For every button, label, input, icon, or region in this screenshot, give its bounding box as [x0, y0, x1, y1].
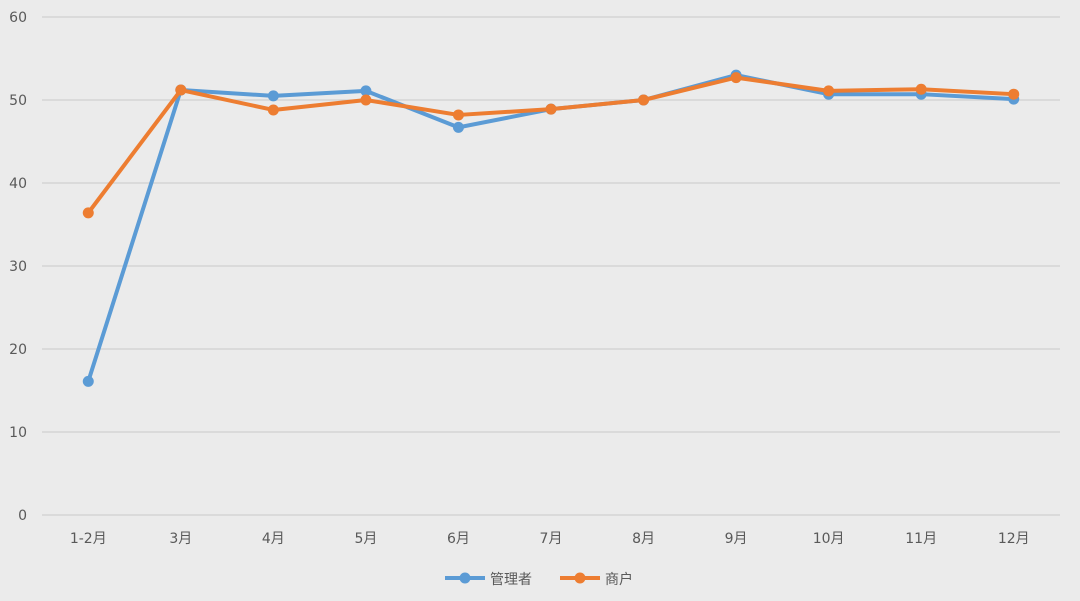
data-point [175, 84, 187, 96]
x-tick-label: 12月 [998, 531, 1030, 547]
x-tick-label: 11月 [905, 531, 937, 547]
y-tick-label: 30 [9, 259, 27, 275]
x-tick-label: 6月 [447, 531, 470, 547]
data-point [82, 207, 94, 219]
gridlines [42, 16, 1060, 516]
series-line [86, 73, 1014, 382]
data-point [1008, 88, 1020, 100]
data-point [360, 94, 372, 106]
series-group [82, 69, 1020, 387]
x-tick-label: 8月 [632, 531, 655, 547]
legend-item: 管理者 [445, 572, 532, 588]
data-point [452, 109, 464, 121]
legend-marker [574, 572, 586, 584]
x-tick-label: 10月 [813, 531, 845, 547]
data-point [823, 85, 835, 97]
legend: 管理者 商户 [445, 571, 633, 588]
y-tick-label: 50 [9, 93, 27, 109]
x-tick-label: 7月 [540, 531, 563, 547]
x-tick-label: 1-2月 [70, 531, 107, 547]
x-tick-label: 3月 [169, 531, 192, 547]
series-1 [82, 69, 1020, 387]
data-point [730, 72, 742, 84]
data-point [452, 121, 464, 133]
data-point [267, 104, 279, 116]
y-tick-label: 0 [18, 508, 27, 524]
series-2 [82, 72, 1020, 219]
series-line [86, 75, 1014, 215]
data-point [267, 90, 279, 102]
legend-label: 管理者 [490, 572, 532, 588]
data-point [360, 85, 372, 97]
x-tick-label: 4月 [262, 531, 285, 547]
data-point [915, 83, 927, 95]
x-axis-ticks: 1-2月 3月 4月 5月 6月 7月 8月 9月 10月 11月 12月 [70, 531, 1030, 547]
data-point [545, 103, 557, 115]
y-axis-ticks: 0 10 20 30 40 50 60 [9, 10, 27, 524]
data-point [638, 94, 650, 106]
data-point [82, 375, 94, 387]
y-tick-label: 20 [9, 342, 27, 358]
legend-marker [459, 572, 471, 584]
x-tick-label: 9月 [725, 531, 748, 547]
legend-label: 商户 [605, 571, 633, 588]
y-tick-label: 60 [9, 10, 27, 26]
x-tick-label: 5月 [354, 531, 377, 547]
y-tick-label: 10 [9, 425, 27, 441]
legend-item: 商户 [560, 571, 633, 588]
y-tick-label: 40 [9, 176, 27, 192]
